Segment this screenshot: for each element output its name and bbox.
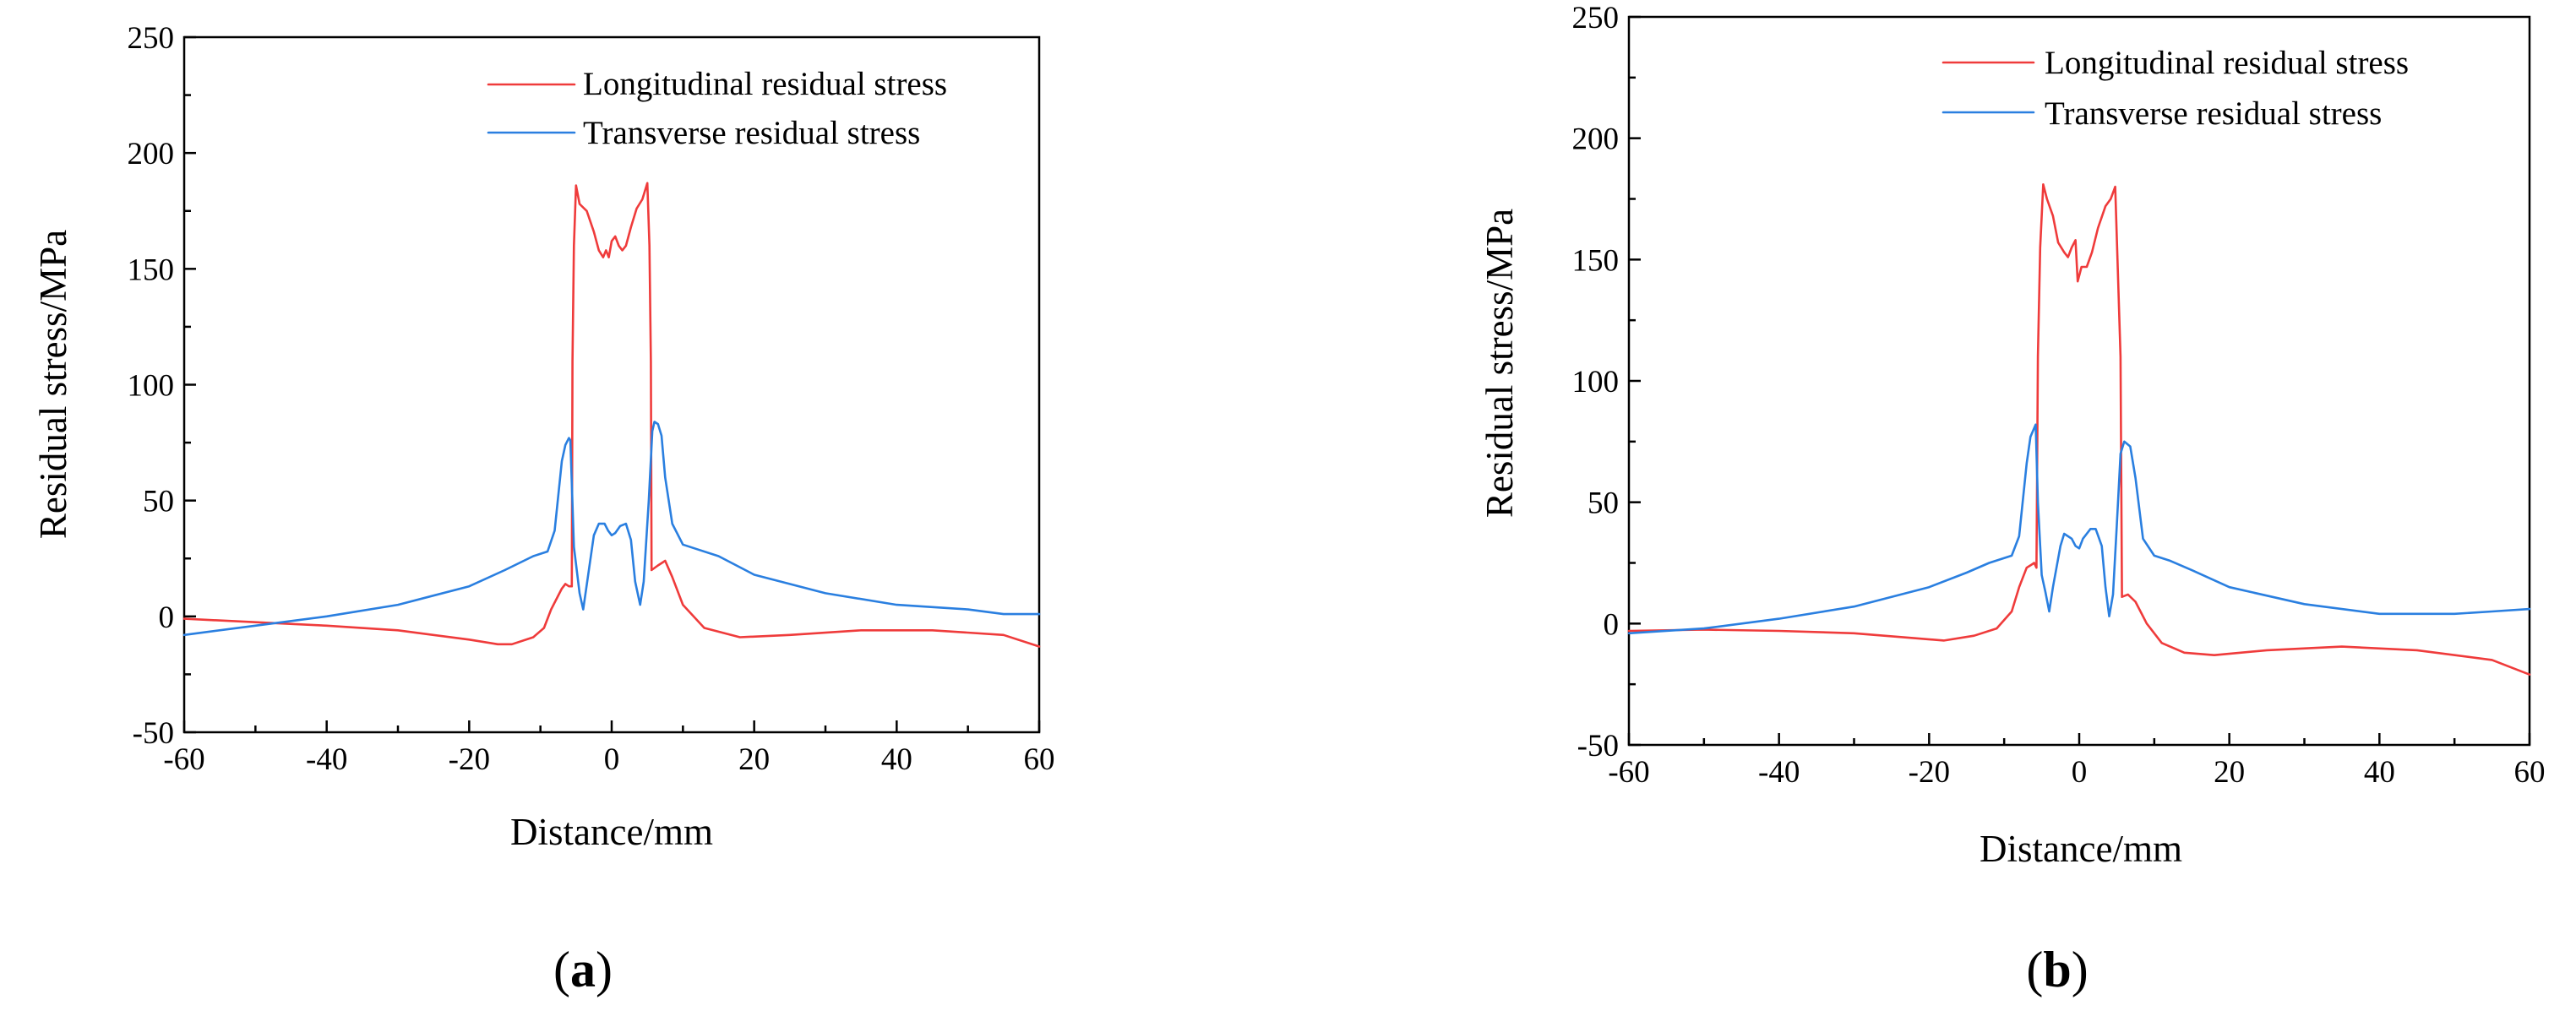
y-tick-label: 50 [1588,486,1619,521]
y-tick-label: -50 [133,716,174,751]
chart-panel-b: -60 -40 -20 0 20 40 60 -50 0 50 100 150 200 250 Longi… [1479,1,2546,997]
y-tick-label: 100 [1572,365,1620,399]
series-lines [182,182,1041,648]
x-tick-label: 40 [2364,755,2395,790]
x-tick-label: -60 [163,742,204,777]
legend: Longitudinal residual stress Transverse … [487,66,947,151]
series-lines [1627,183,2531,676]
y-tick-label: 250 [128,21,175,56]
legend-label-transverse: Transverse residual stress [2045,95,2382,132]
x-axis-title: Distance/mm [1980,828,2182,870]
y-tick-label: 200 [128,137,175,171]
x-axis-title: Distance/mm [510,811,713,853]
x-tick-label: 60 [2514,755,2546,790]
panel-label-a: (a) [553,942,613,997]
axis-ticks: -60 -40 -20 0 20 40 60 -50 0 50 100 150 200 250 [128,21,1055,777]
panel-label-a-letter: a [570,942,596,997]
y-tick-label: 100 [128,369,175,404]
x-tick-label: 20 [738,742,770,777]
series-line-transverse [182,421,1041,637]
y-tick-label: -50 [1577,729,1619,763]
legend-label-longitudinal: Longitudinal residual stress [2045,45,2409,81]
axis-ticks: -60 -40 -20 0 20 40 60 -50 0 50 100 150 200 250 [1572,1,2546,790]
legend-label-transverse: Transverse residual stress [583,115,920,151]
series-line-longitudinal [1627,183,2531,676]
panel-label-b-letter: b [2043,942,2071,997]
x-tick-label: -60 [1608,755,1649,790]
x-tick-label: 40 [881,742,912,777]
y-axis-title: Residual stress/MPa [1479,209,1521,518]
x-tick-label: -20 [449,742,490,777]
series-line-longitudinal [182,182,1041,648]
chart-panel-a: -60 -40 -20 0 20 40 60 -50 0 50 100 150 200 250 Longi… [32,21,1055,997]
x-tick-label: -20 [1909,755,1950,790]
x-tick-label: -40 [306,742,347,777]
x-tick-label: 0 [604,742,620,777]
series-line-transverse [1627,423,2531,635]
panel-label-b: (b) [2026,942,2088,997]
y-tick-label: 50 [143,485,174,519]
y-tick-label: 0 [1604,607,1620,642]
x-tick-label: 20 [2214,755,2245,790]
y-tick-label: 0 [159,600,175,635]
y-tick-label: 150 [1572,243,1620,278]
y-tick-label: 200 [1572,122,1620,157]
y-tick-label: 150 [128,253,175,287]
x-tick-label: -40 [1758,755,1800,790]
legend: Longitudinal residual stress Transverse … [1942,45,2409,132]
y-axis-title: Residual stress/MPa [32,230,74,539]
legend-label-longitudinal: Longitudinal residual stress [583,66,947,102]
y-tick-label: 250 [1572,1,1620,35]
x-tick-label: 60 [1024,742,1055,777]
x-tick-label: 0 [2072,755,2088,790]
